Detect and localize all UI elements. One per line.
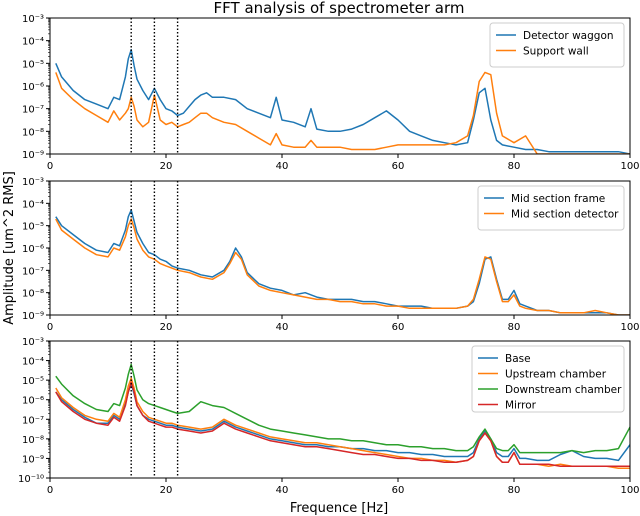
series-line-1 <box>55 209 630 315</box>
x-tick-label: 80 <box>508 161 521 172</box>
x-tick-label: 0 <box>47 161 53 172</box>
y-tick-label: 10⁻⁹ <box>22 311 44 322</box>
y-tick-label: 10⁻⁶ <box>22 396 44 407</box>
x-tick-label: 60 <box>392 322 405 333</box>
y-tick-label: 10⁻¹⁰ <box>18 474 44 485</box>
x-tick-label: 100 <box>620 485 639 496</box>
y-tick-label: 10⁻⁶ <box>22 244 44 255</box>
x-tick-label: 40 <box>276 161 289 172</box>
y-tick-label: 10⁻³ <box>22 177 44 188</box>
y-tick-label: 10⁻⁴ <box>22 199 44 210</box>
panel-3: 0 20 40 60 80 100 10⁻¹⁰ 10⁻⁹ 10⁻⁸ 10⁻⁷ 10⁻⁶ 10⁻⁵ 10⁻… <box>18 337 640 496</box>
x-axis-label: Frequence [Hz] <box>290 501 388 516</box>
y-tick-label: 10⁻⁴ <box>22 37 44 48</box>
legend: Mid section frame Mid section detector <box>477 185 625 231</box>
y-tick-label: 10⁻⁸ <box>22 127 44 138</box>
legend-label: Mirror <box>505 400 537 412</box>
y-tick-label: 10⁻⁵ <box>22 376 44 387</box>
legend-label: Mid section detector <box>511 209 619 221</box>
x-tick-label: 0 <box>47 322 53 333</box>
x-tick-label: 20 <box>160 322 173 333</box>
legend-label: Support wall <box>523 46 589 58</box>
legend: Detector waggon Support wall <box>489 22 625 68</box>
legend-label: Detector waggon <box>523 30 614 42</box>
y-tick-label: 10⁻⁷ <box>22 415 44 426</box>
legend-label: Upstream chamber <box>505 369 607 381</box>
x-tick-label: 80 <box>508 322 521 333</box>
y-tick-label: 10⁻⁵ <box>22 222 44 233</box>
panel-2: 0 20 40 60 80 100 10⁻⁹ 10⁻⁸ 10⁻⁷ 10⁻⁶ 10⁻⁵ 10⁻⁴ 10⁻³… <box>22 177 640 333</box>
plot-frame <box>49 340 631 479</box>
y-tick-label: 10⁻⁶ <box>22 82 44 93</box>
x-tick-label: 100 <box>620 161 639 172</box>
panel-1: 0 20 40 60 80 100 10⁻⁹ 10⁻⁸ 10⁻⁷ 10⁻⁶ 10⁻⁵ 10⁻⁴ 10⁻³… <box>22 14 640 172</box>
series-group <box>55 48 630 154</box>
x-tick-label: 0 <box>47 485 53 496</box>
series-line-4 <box>55 381 630 468</box>
y-tick-label: 10⁻³ <box>22 14 44 25</box>
y-tick-label: 10⁻³ <box>22 337 44 348</box>
x-tick-label: 40 <box>276 485 289 496</box>
series-group <box>55 363 630 469</box>
series-line-2 <box>55 218 630 315</box>
y-tick-label: 10⁻⁸ <box>22 435 44 446</box>
y-axis-label: Amplitude [um^2 RMS] <box>2 171 17 325</box>
legend-label: Mid section frame <box>511 193 605 205</box>
y-tick-label: 10⁻⁹ <box>22 454 44 465</box>
series-line-3 <box>55 363 630 454</box>
x-tick-label: 80 <box>508 485 521 496</box>
x-tick-label: 20 <box>160 485 173 496</box>
y-tick-label: 10⁻⁷ <box>22 105 44 116</box>
series-line-1 <box>55 48 630 154</box>
series-group <box>55 209 630 315</box>
x-tick-label: 60 <box>392 161 405 172</box>
x-tick-label: 20 <box>160 161 173 172</box>
y-tick-label: 10⁻⁹ <box>22 150 44 161</box>
legend-box <box>489 22 625 68</box>
figure-title: FFT analysis of spectrometer arm <box>214 0 465 17</box>
legend: Base Upstream chamber Downstream chamber Mi… <box>471 345 625 413</box>
x-tick-label: 60 <box>392 485 405 496</box>
y-tick-label: 10⁻⁸ <box>22 289 44 300</box>
y-tick-label: 10⁻⁷ <box>22 266 44 277</box>
x-tick-label: 40 <box>276 322 289 333</box>
y-tick-label: 10⁻⁴ <box>22 357 44 368</box>
legend-label: Downstream chamber <box>505 384 622 396</box>
panels: 0 20 40 60 80 100 10⁻⁹ 10⁻⁸ 10⁻⁷ 10⁻⁶ 10⁻⁵ 10⁻⁴ 10⁻³… <box>18 14 640 496</box>
series-line-2 <box>55 71 630 154</box>
legend-box <box>477 185 625 231</box>
legend-box <box>471 345 625 413</box>
legend-label: Base <box>505 353 531 365</box>
x-tick-label: 100 <box>620 322 639 333</box>
y-tick-label: 10⁻⁵ <box>22 59 44 70</box>
